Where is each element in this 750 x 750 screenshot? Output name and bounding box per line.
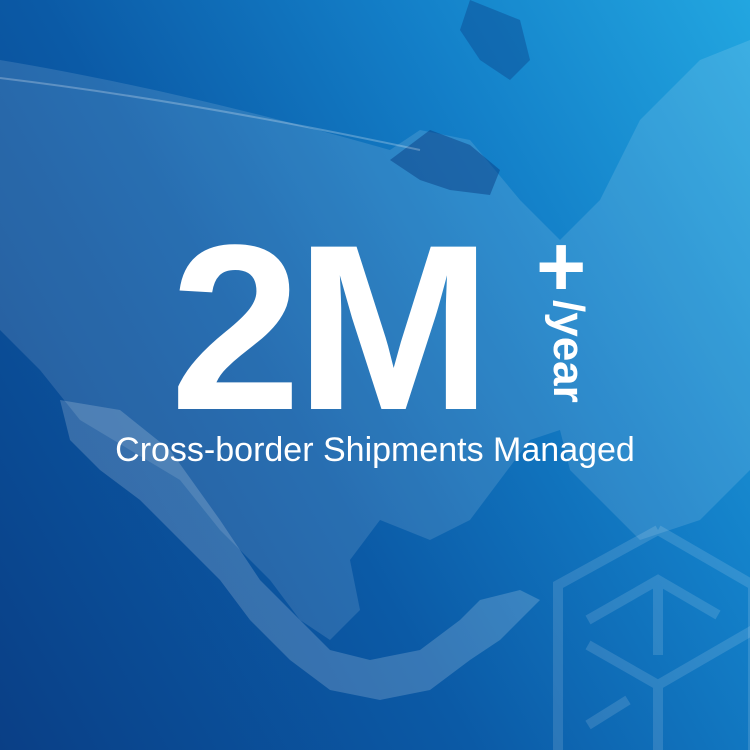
hexagon-cube-logo <box>553 525 750 750</box>
subtitle: Cross-border Shipments Managed <box>115 431 635 469</box>
headline-unit: /year <box>544 300 593 403</box>
headline-suffix: + <box>536 219 587 315</box>
headline-value: 2M <box>170 196 492 460</box>
